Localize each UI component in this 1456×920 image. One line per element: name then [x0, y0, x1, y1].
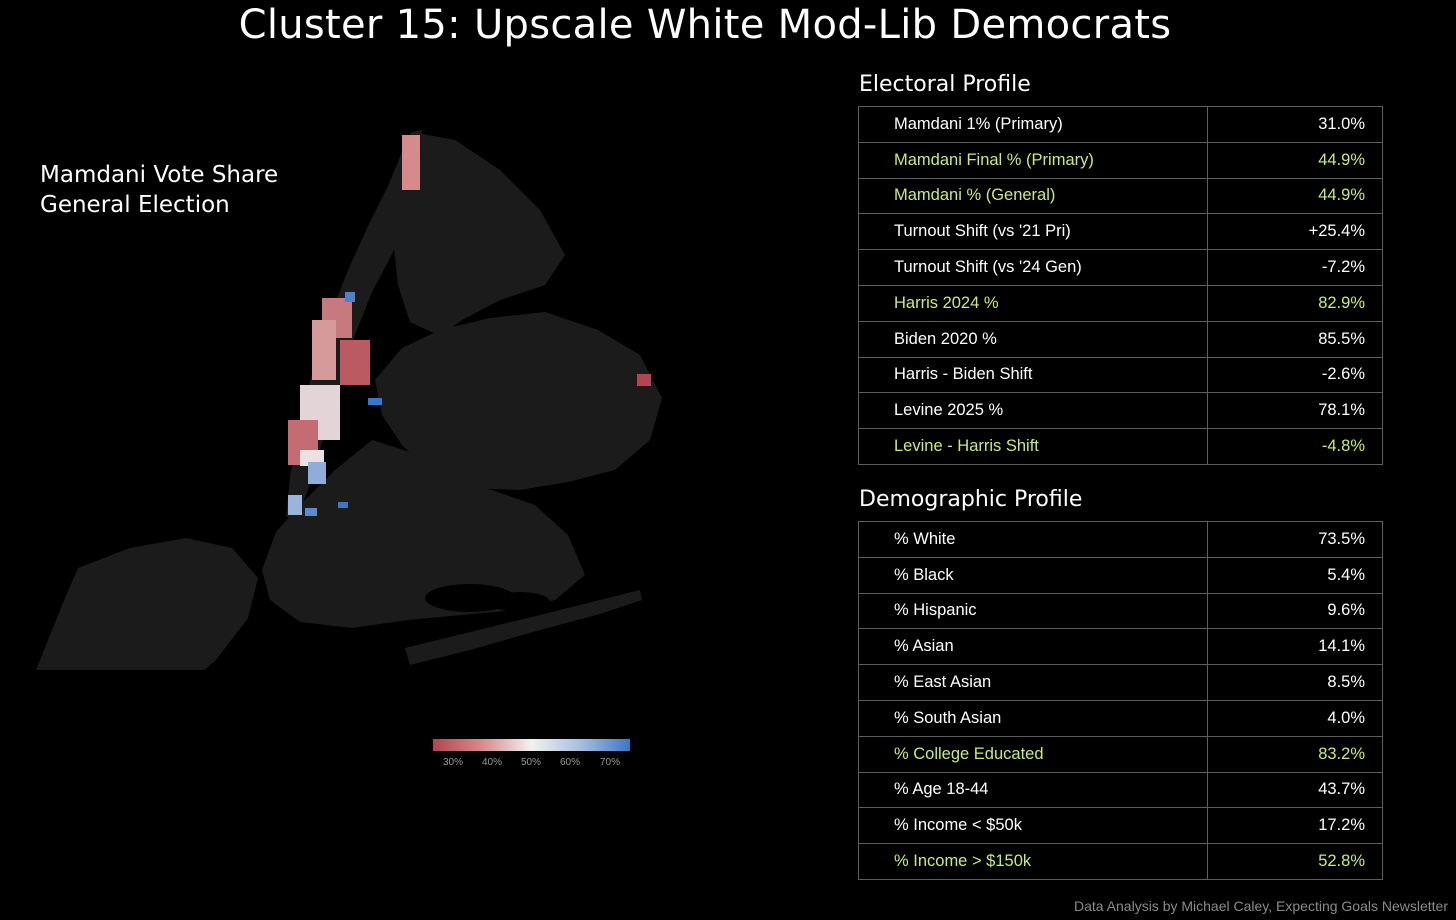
row-value: 14.1%: [1207, 628, 1383, 666]
demographic-profile-table: % White 73.5%% Black 5.4%% Hispanic 9.6%% A…: [858, 521, 1383, 880]
row-label: Mamdani 1% (Primary): [858, 106, 1208, 143]
row-value: 82.9%: [1207, 284, 1383, 322]
precinct-brooklyn-heights: [288, 495, 302, 515]
legend-tick: 30%: [442, 757, 464, 768]
row-value: 9.6%: [1207, 592, 1383, 630]
row-label: Turnout Shift (vs '24 Gen): [858, 249, 1208, 286]
demographic-row: % Age 18-44 43.7%: [858, 771, 1383, 809]
demographic-row: % Income > $150k 52.8%: [858, 843, 1383, 880]
row-label: % White: [858, 521, 1208, 558]
row-label: Harris - Biden Shift: [858, 356, 1208, 394]
precinct-inwood: [402, 135, 420, 190]
legend-tick: 40%: [481, 757, 503, 768]
land: [36, 130, 662, 670]
precinct-uws: [312, 320, 336, 380]
row-value: 52.8%: [1207, 843, 1383, 880]
credit-line: Data Analysis by Michael Caley, Expectin…: [1073, 898, 1448, 914]
brooklyn-borough: [262, 440, 585, 628]
demographic-row: % Income < $50k 17.2%: [858, 807, 1383, 845]
row-label: Mamdani % (General): [858, 177, 1208, 215]
row-value: 5.4%: [1207, 556, 1383, 594]
row-label: Levine - Harris Shift: [858, 428, 1208, 465]
row-value: 78.1%: [1207, 392, 1383, 430]
demographic-row: % Hispanic 9.6%: [858, 592, 1383, 630]
electoral-row: Mamdani % (General) 44.9%: [858, 177, 1383, 215]
precinct-bay-ridge: [338, 502, 348, 508]
demographic-profile-heading: Demographic Profile: [859, 487, 1083, 512]
row-label: Biden 2020 %: [858, 320, 1208, 358]
staten-island-borough: [36, 538, 258, 670]
row-label: % Income > $150k: [858, 843, 1208, 880]
legend-tick: 50%: [520, 757, 542, 768]
demographic-row: % White 73.5%: [858, 521, 1383, 558]
legend-tick: 60%: [559, 757, 581, 768]
jamaica-bay: [425, 584, 550, 612]
electoral-row: Harris 2024 % 82.9%: [858, 284, 1383, 322]
electoral-profile-table: Mamdani 1% (Primary) 31.0% Mamdani Final %…: [858, 106, 1383, 465]
electoral-row: Mamdani 1% (Primary) 31.0%: [858, 106, 1383, 143]
precinct-lic: [368, 398, 382, 405]
row-label: Levine 2025 %: [858, 392, 1208, 430]
row-label: % South Asian: [858, 699, 1208, 737]
precincts: [288, 135, 651, 516]
row-value: 8.5%: [1207, 664, 1383, 701]
row-value: 31.0%: [1207, 106, 1383, 143]
electoral-profile-heading: Electoral Profile: [859, 72, 1031, 97]
row-label: Turnout Shift (vs '21 Pri): [858, 213, 1208, 251]
demographic-row: % East Asian 8.5%: [858, 664, 1383, 701]
electoral-row: Turnout Shift (vs '24 Gen) -7.2%: [858, 249, 1383, 286]
row-label: % Black: [858, 556, 1208, 594]
row-value: 44.9%: [1207, 177, 1383, 215]
row-value: 4.0%: [1207, 699, 1383, 737]
legend-color-bar: [433, 739, 630, 751]
rockaway-strip: [405, 590, 642, 665]
row-value: 43.7%: [1207, 771, 1383, 809]
row-label: % East Asian: [858, 664, 1208, 701]
row-value: 73.5%: [1207, 521, 1383, 558]
demographic-row: % College Educated 83.2%: [858, 735, 1383, 773]
row-label: % Age 18-44: [858, 771, 1208, 809]
electoral-row: Biden 2020 % 85.5%: [858, 320, 1383, 358]
bronx-borough: [392, 132, 565, 336]
legend-ticks: 30% 40% 50% 60% 70%: [433, 757, 630, 771]
row-label: % College Educated: [858, 735, 1208, 773]
queens-borough: [375, 312, 662, 490]
nyc-map: [36, 130, 662, 670]
precinct-ues: [340, 340, 370, 385]
precinct-queens-east: [637, 374, 651, 386]
row-value: 85.5%: [1207, 320, 1383, 358]
electoral-row: Levine - Harris Shift -4.8%: [858, 428, 1383, 465]
row-value: -4.8%: [1207, 428, 1383, 465]
row-value: 83.2%: [1207, 735, 1383, 773]
row-value: +25.4%: [1207, 213, 1383, 251]
row-label: % Income < $50k: [858, 807, 1208, 845]
electoral-row: Mamdani Final % (Primary) 44.9%: [858, 141, 1383, 179]
row-label: Mamdani Final % (Primary): [858, 141, 1208, 179]
map-label: Mamdani Vote Share General Election: [40, 160, 278, 220]
row-label: Harris 2024 %: [858, 284, 1208, 322]
row-label: % Hispanic: [858, 592, 1208, 630]
map-legend: 30% 40% 50% 60% 70%: [433, 739, 630, 771]
electoral-row: Harris - Biden Shift -2.6%: [858, 356, 1383, 394]
electoral-row: Levine 2025 % 78.1%: [858, 392, 1383, 430]
demographic-row: % South Asian 4.0%: [858, 699, 1383, 737]
demographic-row: % Black 5.4%: [858, 556, 1383, 594]
legend-tick: 70%: [599, 757, 621, 768]
map-label-line2: General Election: [40, 192, 230, 218]
precinct-dumbo: [308, 462, 326, 484]
electoral-row: Turnout Shift (vs '21 Pri) +25.4%: [858, 213, 1383, 251]
precinct-north-blue: [345, 292, 355, 302]
map-label-line1: Mamdani Vote Share: [40, 162, 279, 188]
row-label: % Asian: [858, 628, 1208, 666]
row-value: -2.6%: [1207, 356, 1383, 394]
row-value: 44.9%: [1207, 141, 1383, 179]
row-value: -7.2%: [1207, 249, 1383, 286]
demographic-row: % Asian 14.1%: [858, 628, 1383, 666]
row-value: 17.2%: [1207, 807, 1383, 845]
precinct-park-slope: [305, 508, 317, 516]
page-title: Cluster 15: Upscale White Mod-Lib Democr…: [238, 2, 1172, 48]
